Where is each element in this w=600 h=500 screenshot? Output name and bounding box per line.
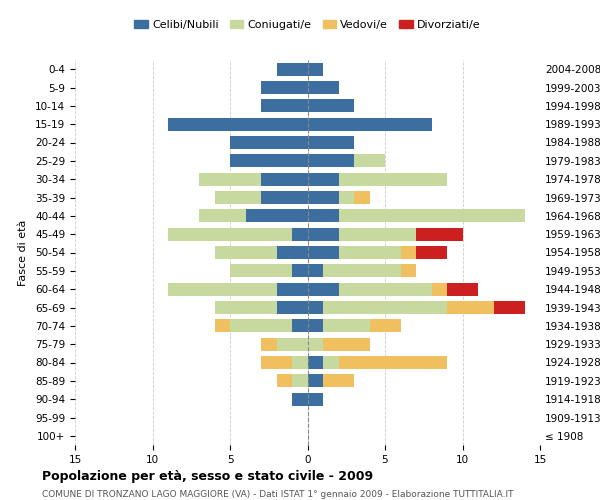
Bar [447,301,493,314]
Bar [338,283,431,296]
Bar [308,191,338,204]
Bar [277,374,292,387]
Bar [168,283,277,296]
Bar [308,81,338,94]
Legend: Celibi/Nubili, Coniugati/e, Vedovi/e, Divorziati/e: Celibi/Nubili, Coniugati/e, Vedovi/e, Di… [130,16,485,34]
Bar [292,393,308,406]
Bar [230,136,308,149]
Bar [277,301,308,314]
Bar [354,154,385,167]
Bar [230,320,292,332]
Text: Popolazione per età, sesso e stato civile - 2009: Popolazione per età, sesso e stato civil… [42,470,373,483]
Bar [493,301,524,314]
Bar [261,173,308,186]
Bar [308,264,323,277]
Bar [277,63,308,76]
Text: COMUNE DI TRONZANO LAGO MAGGIORE (VA) - Dati ISTAT 1° gennaio 2009 - Elaborazion: COMUNE DI TRONZANO LAGO MAGGIORE (VA) - … [42,490,514,499]
Bar [308,136,354,149]
Bar [416,228,463,240]
Bar [308,63,323,76]
Bar [323,301,447,314]
Bar [338,246,401,259]
Bar [308,210,338,222]
Bar [370,320,401,332]
Bar [168,228,292,240]
Bar [338,191,354,204]
Bar [416,246,447,259]
Bar [292,320,308,332]
Bar [261,191,308,204]
Bar [261,81,308,94]
Bar [338,210,524,222]
Bar [323,374,354,387]
Bar [168,118,308,130]
Bar [277,283,308,296]
Bar [230,154,308,167]
Bar [308,118,431,130]
Bar [308,301,323,314]
Bar [308,338,323,350]
Bar [338,173,447,186]
Bar [308,246,338,259]
Bar [215,320,230,332]
Bar [401,264,416,277]
Bar [401,246,416,259]
Bar [323,356,338,369]
Bar [308,100,354,112]
Bar [323,338,370,350]
Bar [261,100,308,112]
Y-axis label: Fasce di età: Fasce di età [18,220,28,286]
Bar [230,264,292,277]
Bar [338,228,416,240]
Bar [261,338,277,350]
Bar [292,374,308,387]
Bar [323,264,401,277]
Bar [431,283,447,296]
Bar [292,356,308,369]
Bar [277,338,308,350]
Bar [199,173,261,186]
Bar [292,264,308,277]
Bar [261,356,292,369]
Bar [308,154,354,167]
Bar [308,228,338,240]
Bar [323,320,370,332]
Bar [308,356,323,369]
Bar [308,283,338,296]
Bar [447,283,478,296]
Bar [308,374,323,387]
Bar [199,210,245,222]
Bar [354,191,370,204]
Bar [308,173,338,186]
Bar [308,320,323,332]
Bar [338,356,447,369]
Bar [215,246,277,259]
Bar [277,246,308,259]
Bar [245,210,308,222]
Bar [215,191,261,204]
Bar [215,301,277,314]
Bar [308,393,323,406]
Bar [292,228,308,240]
